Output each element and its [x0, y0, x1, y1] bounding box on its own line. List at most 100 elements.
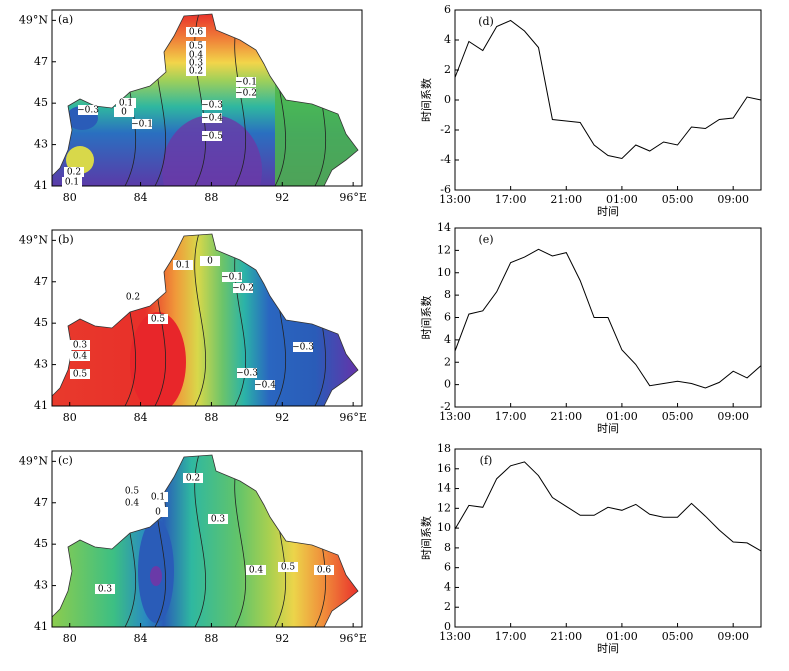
contour-label-bg: [148, 314, 168, 324]
contour-label: −0.1: [131, 120, 153, 130]
contour-label-bg: [64, 167, 84, 177]
y-axis-label: 时间系数: [420, 516, 433, 560]
map-panel: (a)80 84 88 92 96°E49°N474543410.60.50.40.30…: [19, 9, 367, 204]
contour-label-bg: [233, 283, 253, 293]
map-frame: [51, 450, 363, 628]
x-tick-label: 21:00: [550, 630, 582, 643]
contour-label: 0.1: [176, 261, 190, 271]
series-line: [454, 461, 762, 552]
contour-label-bg: [186, 58, 206, 68]
map-panel: (c) 80 84 88 92 96°E 49°N 47 45 43 41 0.2 0.5 0.4 0.1 0…: [19, 450, 367, 645]
contour-label-bg: [222, 272, 242, 282]
contour-label: 0.4: [125, 499, 140, 509]
x-tick-label: 92: [275, 191, 289, 204]
contour-label: −0.2: [232, 284, 254, 294]
high-center: [130, 312, 186, 406]
contour-label: 0.2: [67, 168, 81, 178]
y-tick-label: 12: [437, 501, 451, 514]
contour-label-bg: [114, 107, 134, 117]
contour-label: 0.4: [249, 566, 264, 576]
y-tick-label: 16: [437, 462, 451, 475]
x-tick-label: 05:00: [662, 193, 694, 206]
x-tick-label: 09:00: [717, 193, 749, 206]
x-tick-label: 01:00: [606, 410, 638, 423]
y-tick-label: 0: [444, 378, 451, 391]
y-tick-label: -2: [440, 400, 451, 413]
contour-label-bg: [186, 27, 206, 37]
contour-label-bg: [314, 565, 334, 575]
y-tick-label: 4: [444, 580, 451, 593]
y-tick-label: 47: [34, 275, 48, 288]
series-line: [454, 19, 762, 160]
contour-label-bg: [208, 514, 228, 524]
y-tick-label: -4: [440, 153, 451, 166]
y-axis-label: 时间系数: [420, 296, 433, 340]
contour-label-bg: [278, 562, 298, 572]
contour-label-bg: [132, 119, 152, 129]
contour-label-bg: [237, 368, 257, 378]
y-axis-label: 时间系数: [420, 78, 433, 122]
contour-label-bg: [236, 88, 256, 98]
line-charts: (d) -6 -4 -2 0 2 4 6 13:00 17:00 21:00 01:00 05:00 09…: [420, 3, 762, 655]
contour-label: 0: [121, 108, 127, 118]
x-tick-label: 88: [204, 632, 218, 645]
contour-label: 0.1: [151, 493, 165, 503]
x-axis-label: 时间: [597, 422, 619, 435]
y-tick-label: 6: [444, 3, 451, 16]
y-tick-label: 18: [437, 442, 451, 455]
x-tick-label: 13:00: [439, 410, 471, 423]
contour-label-bg: [186, 66, 206, 76]
x-tick-label: 01:00: [606, 193, 638, 206]
y-tick-label: 43: [34, 138, 48, 151]
contour-label: −0.2: [235, 89, 257, 99]
y-tick-label: 49°N: [19, 13, 48, 26]
y-tick-label: 4: [444, 333, 451, 346]
contour-label: 0.3: [73, 341, 88, 351]
x-axis-label: 时间: [597, 642, 619, 655]
y-tick-label: 41: [34, 179, 48, 192]
x-tick-label: 96°E: [339, 191, 367, 204]
x-tick-label: 80: [63, 191, 77, 204]
contour-label-bg: [202, 131, 222, 141]
x-tick-label: 92: [275, 632, 289, 645]
y-tick-label: 45: [34, 537, 48, 550]
contour-label-bg: [148, 492, 168, 502]
series-line: [454, 248, 762, 389]
y-tick-label: 2: [444, 600, 451, 613]
x-tick-label: 21:00: [550, 193, 582, 206]
contour-label: 0.4: [189, 51, 204, 61]
contour-label: 0: [207, 257, 213, 267]
y-tick-label: 0: [444, 620, 451, 633]
contour-label-bg: [122, 498, 142, 508]
y-tick-label: 43: [34, 358, 48, 371]
contour-label-bg: [183, 473, 203, 483]
border: [51, 13, 359, 187]
y-tick-label: 8: [444, 541, 451, 554]
x-tick-label: 88: [204, 411, 218, 424]
panel-label: (c): [58, 454, 73, 467]
contour-label: 0.3: [189, 59, 204, 69]
contour-label-bg: [148, 507, 168, 517]
y-tick-label: -2: [440, 123, 451, 136]
contour-label-bg: [70, 369, 90, 379]
contour-label: −0.1: [221, 273, 243, 283]
contour-label-bg: [62, 177, 82, 187]
contour-label: −0.1: [235, 78, 257, 88]
contour-label: −0.3: [292, 343, 314, 353]
x-tick-label: 05:00: [662, 410, 694, 423]
contour-label-bg: [293, 342, 313, 352]
contour-label: 0.5: [73, 370, 88, 380]
y-tick-label: 49°N: [19, 233, 48, 246]
plot-frame: [454, 9, 762, 191]
maps: (a)80 84 88 92 96°E49°N474543410.60.50.40.30…: [19, 9, 367, 645]
y-tick-label: 6: [444, 311, 451, 324]
contour-label-bg: [95, 584, 115, 594]
contour-label: −0.3: [236, 369, 258, 379]
y-tick-label: 49°N: [19, 454, 48, 467]
x-tick-label: 80: [63, 632, 77, 645]
x-tick-label: 84: [134, 411, 148, 424]
y-tick-label: 10: [437, 521, 451, 534]
x-tick-label: 88: [204, 191, 218, 204]
contour-label: 0.4: [73, 352, 88, 362]
